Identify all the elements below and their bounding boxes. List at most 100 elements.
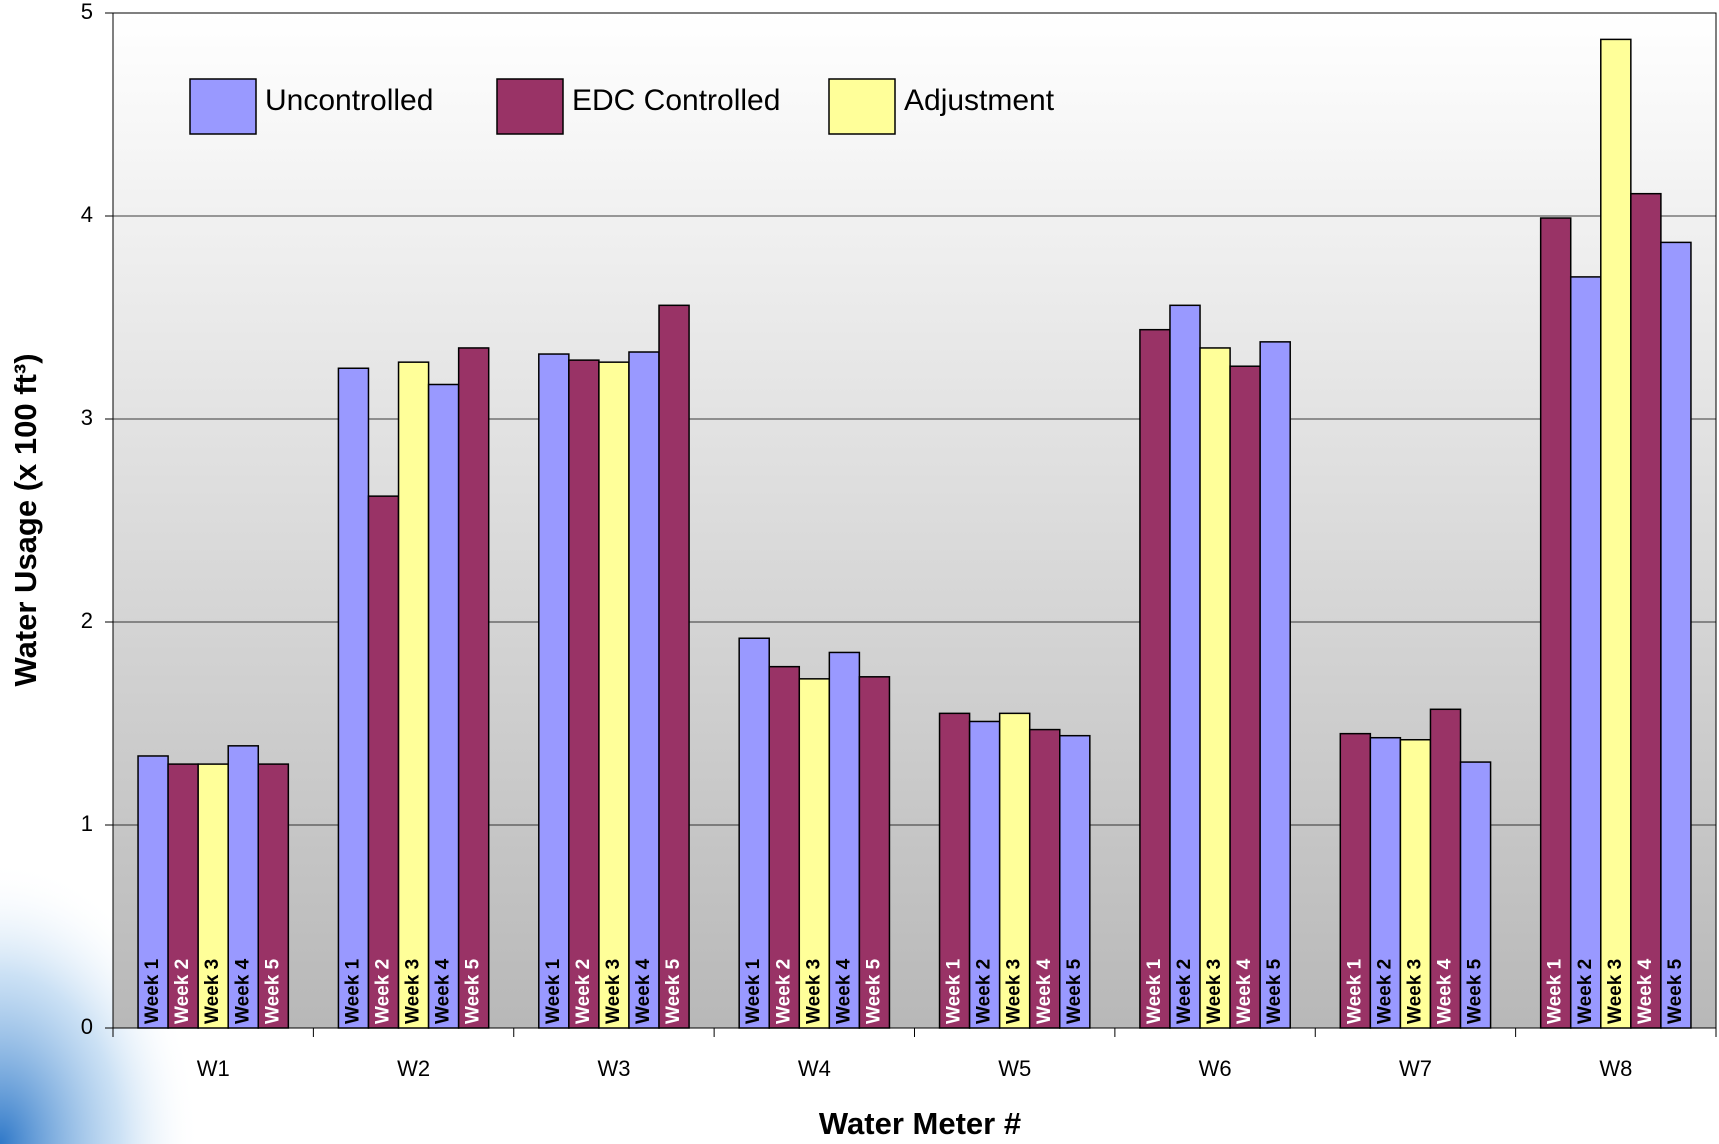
legend-swatch: [828, 78, 896, 135]
bar-week-label: Week 4: [1435, 958, 1456, 1024]
bar-week-label: Week 2: [172, 959, 193, 1024]
bar: [137, 755, 169, 1029]
legend-swatch: [496, 78, 564, 135]
bar-week-label: Week 5: [1465, 958, 1486, 1024]
bar-week-label: Week 1: [1144, 958, 1165, 1024]
x-tick-label: W5: [998, 1056, 1031, 1081]
y-tick-label: 3: [81, 405, 93, 430]
bar-week-label: Week 4: [232, 958, 253, 1024]
bar: [1339, 732, 1372, 1029]
bar-week-label: Week 2: [773, 959, 794, 1024]
bar: [1399, 738, 1432, 1029]
bar-week-label: Week 2: [1174, 959, 1195, 1024]
bar: [1169, 304, 1201, 1029]
y-tick-label: 4: [81, 202, 93, 227]
y-tick-label: 5: [81, 0, 93, 24]
x-tick-label: W6: [1199, 1056, 1232, 1081]
bar-week-label: Week 3: [1204, 959, 1225, 1024]
bar: [998, 712, 1031, 1029]
x-tick-label: W8: [1599, 1056, 1632, 1081]
bar: [1630, 192, 1662, 1029]
bar-week-label: Week 4: [1034, 958, 1055, 1024]
bar: [538, 353, 570, 1029]
bar-week-label: Week 4: [1635, 958, 1656, 1024]
legend-label: EDC Controlled: [572, 84, 780, 117]
bar-week-label: Week 1: [743, 958, 764, 1024]
x-tick-label: W4: [798, 1056, 831, 1081]
bar: [257, 763, 290, 1029]
bar-week-label: Week 2: [1575, 959, 1596, 1024]
bar: [568, 359, 600, 1029]
bar-week-label: Week 2: [373, 959, 394, 1024]
bar: [938, 712, 971, 1029]
bar: [337, 367, 370, 1029]
bar: [858, 676, 891, 1029]
bar-week-label: Week 1: [1344, 958, 1365, 1024]
bar: [1028, 728, 1061, 1029]
y-tick-label: 1: [81, 811, 93, 836]
bar: [828, 651, 861, 1029]
bar-week-label: Week 4: [433, 958, 454, 1024]
bar: [427, 383, 460, 1029]
bar-week-label: Week 2: [974, 959, 995, 1024]
bar-week-label: Week 5: [1665, 958, 1686, 1024]
legend-swatch: [189, 78, 257, 135]
x-tick-label: W2: [397, 1056, 430, 1081]
bar-week-label: Week 3: [1404, 959, 1425, 1024]
bar: [798, 678, 831, 1029]
bar-week-label: Week 3: [1605, 959, 1626, 1024]
x-tick-label: W1: [197, 1056, 230, 1081]
bar: [197, 763, 229, 1029]
x-axis-title: Water Meter #: [819, 1106, 1021, 1141]
bar-week-label: Week 5: [262, 958, 283, 1024]
bar: [1369, 736, 1402, 1029]
legend-label: Uncontrolled: [265, 84, 433, 117]
bar-week-label: Week 2: [573, 959, 594, 1024]
x-tick-label: W3: [597, 1056, 630, 1081]
bar: [628, 351, 660, 1029]
bar: [1459, 761, 1492, 1029]
bar-week-label: Week 1: [142, 958, 163, 1024]
bar-week-label: Week 1: [1545, 958, 1566, 1024]
bar-week-label: Week 3: [603, 959, 624, 1024]
bar: [598, 361, 630, 1029]
bar-week-label: Week 4: [1234, 958, 1255, 1024]
bar-week-label: Week 5: [463, 958, 484, 1024]
bar: [1660, 241, 1692, 1029]
bar: [1059, 734, 1091, 1029]
bar: [367, 495, 400, 1029]
bar: [1139, 328, 1171, 1029]
bar: [1569, 276, 1602, 1029]
bar-week-label: Week 3: [403, 959, 424, 1024]
bar: [768, 665, 801, 1029]
bar: [397, 361, 430, 1029]
bar-week-label: Week 5: [663, 958, 684, 1024]
bar-week-label: Week 4: [633, 958, 654, 1024]
legend-label: Adjustment: [904, 84, 1055, 117]
bar: [1229, 365, 1261, 1029]
bar: [167, 763, 199, 1029]
bar-week-label: Week 5: [1064, 958, 1085, 1024]
bar: [968, 720, 1001, 1029]
bar-week-label: Week 5: [1264, 958, 1285, 1024]
bar: [658, 304, 690, 1029]
y-tick-label: 0: [81, 1014, 93, 1039]
bar: [1600, 38, 1632, 1029]
bar: [1259, 341, 1291, 1029]
bar-week-label: Week 3: [803, 959, 824, 1024]
x-tick-label: W7: [1399, 1056, 1432, 1081]
bar-week-label: Week 1: [543, 958, 564, 1024]
y-axis-title: Water Usage (x 100 ft³): [8, 353, 43, 686]
bar-week-label: Week 3: [202, 959, 223, 1024]
bar: [457, 347, 490, 1029]
bar: [1429, 708, 1462, 1029]
bar-week-label: Week 5: [863, 958, 884, 1024]
bar: [1199, 347, 1231, 1029]
bar-week-label: Week 3: [1004, 959, 1025, 1024]
bar-week-label: Week 1: [342, 958, 363, 1024]
bar-week-label: Week 2: [1374, 959, 1395, 1024]
bar: [1539, 217, 1572, 1029]
bar-week-label: Week 1: [944, 958, 965, 1024]
bar-week-label: Week 4: [833, 958, 854, 1024]
